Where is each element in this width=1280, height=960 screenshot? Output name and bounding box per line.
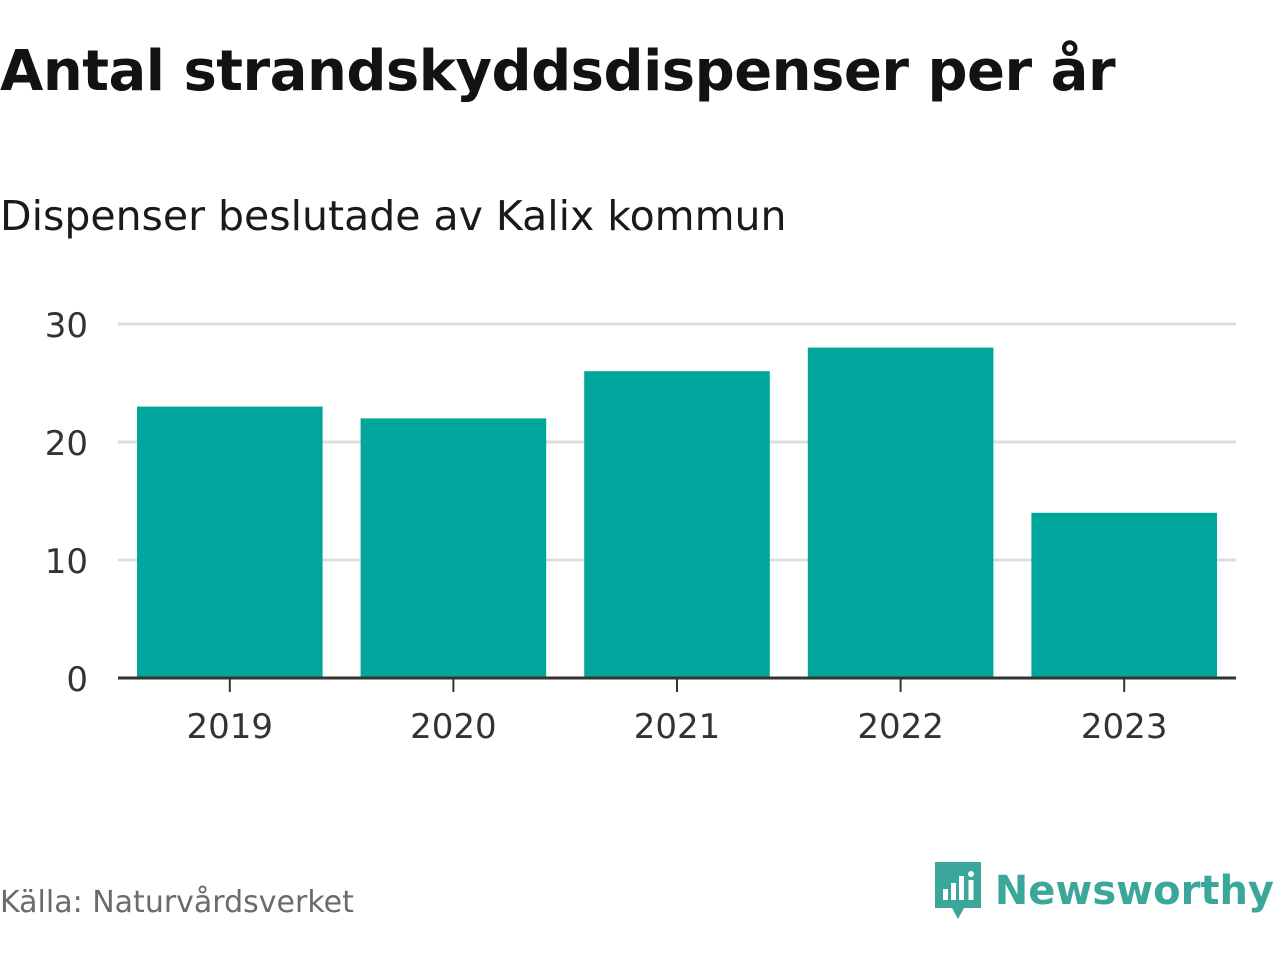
x-tick-label: 2022 <box>857 707 944 747</box>
y-tick-label: 20 <box>45 424 88 464</box>
bar <box>584 371 770 678</box>
x-axis-ticks: 2019 2020 2021 2022 2023 <box>187 678 1168 747</box>
newsworthy-logo-icon <box>934 862 981 919</box>
bars <box>137 347 1217 678</box>
bar <box>137 406 323 678</box>
x-tick-label: 2021 <box>634 707 721 747</box>
y-tick-label: 10 <box>45 542 88 582</box>
brand-name: Newsworthy <box>994 868 1274 914</box>
y-tick-label: 0 <box>66 660 88 700</box>
brand-logo: Newsworthy <box>933 862 1274 920</box>
y-axis-ticks: 0 10 20 30 <box>45 306 88 700</box>
x-tick-label: 2019 <box>187 707 274 747</box>
bar <box>1031 512 1217 678</box>
x-tick-label: 2020 <box>410 707 497 747</box>
bar <box>807 347 994 678</box>
chart-title: Antal strandskyddsdispenser per år <box>0 39 1116 104</box>
bar-chart: 0 10 20 30 2019 2020 2021 2022 2023 <box>45 306 1236 747</box>
chart-subtitle: Dispenser beslutade av Kalix kommun <box>0 192 787 240</box>
y-tick-label: 30 <box>45 306 88 346</box>
source-label: Källa: Naturvårdsverket <box>0 885 354 920</box>
x-tick-label: 2023 <box>1081 707 1168 747</box>
bar <box>360 418 547 678</box>
